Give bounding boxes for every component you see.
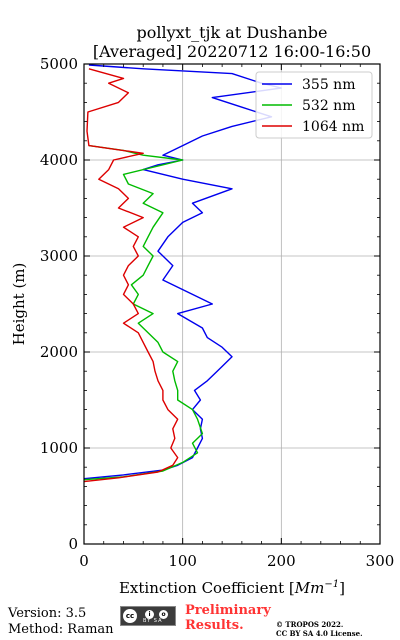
by-icon: i	[145, 610, 154, 619]
y-tick-label: 0	[68, 535, 78, 553]
x-axis-label-exponent: −1	[324, 579, 339, 590]
x-axis-label-close: ]	[339, 579, 345, 597]
preliminary-line2: Results.	[185, 618, 244, 633]
plot-frame	[83, 63, 381, 545]
version-text: Version: 3.5	[8, 606, 87, 621]
legend-label: 532 nm	[302, 98, 355, 114]
copyright-notice: © TROPOS 2022. CC BY SA 4.0 License.	[276, 620, 363, 638]
preliminary-results: Preliminary Results.	[185, 603, 271, 633]
y-tick-label: 5000	[40, 55, 78, 73]
x-tick-label: 300	[366, 552, 395, 570]
legend-box	[255, 71, 373, 139]
x-tick-label: 100	[168, 552, 197, 570]
x-tick-label: 0	[79, 552, 89, 570]
legend: 355 nm 532 nm 1064 nm	[255, 71, 373, 139]
legend-label: 1064 nm	[302, 119, 364, 135]
copyright-line1: © TROPOS 2022.	[276, 620, 344, 629]
chart-title-line1: pollyxt_tjk at Dushanbe	[136, 23, 327, 42]
y-tick-label: 4000	[40, 151, 78, 169]
y-tick-label: 2000	[40, 343, 78, 361]
cc-license-badge: cc i o BY SA	[120, 606, 176, 626]
series-line-1064-nm	[83, 68, 179, 483]
cc-icon: cc	[123, 609, 137, 623]
y-axis-label: Height (m)	[10, 263, 28, 346]
y-tick-label: 3000	[40, 247, 78, 265]
legend-label: 355 nm	[302, 77, 355, 93]
copyright-line2: CC BY SA 4.0 License.	[276, 629, 363, 638]
method-text: Method: Raman	[8, 622, 114, 637]
cc-badge-text: BY SA	[143, 618, 163, 624]
x-tick-label: 200	[267, 552, 296, 570]
sa-icon: o	[159, 610, 168, 619]
series-line-532-nm	[83, 144, 204, 481]
x-axis-label: Extinction Coefficient [Mm−1]	[119, 579, 345, 597]
y-tick-label: 1000	[40, 439, 78, 457]
chart-title-line2: [Averaged] 20220712 16:00-16:50	[93, 42, 371, 61]
extinction-profile-chart: pollyxt_tjk at Dushanbe [Averaged] 20220…	[10, 23, 395, 597]
preliminary-line1: Preliminary	[185, 603, 271, 618]
x-axis-label-text: Extinction Coefficient [	[119, 579, 295, 597]
footer-info: Version: 3.5 Method: Raman	[8, 606, 114, 638]
x-axis-label-unit: Mm	[294, 579, 325, 597]
